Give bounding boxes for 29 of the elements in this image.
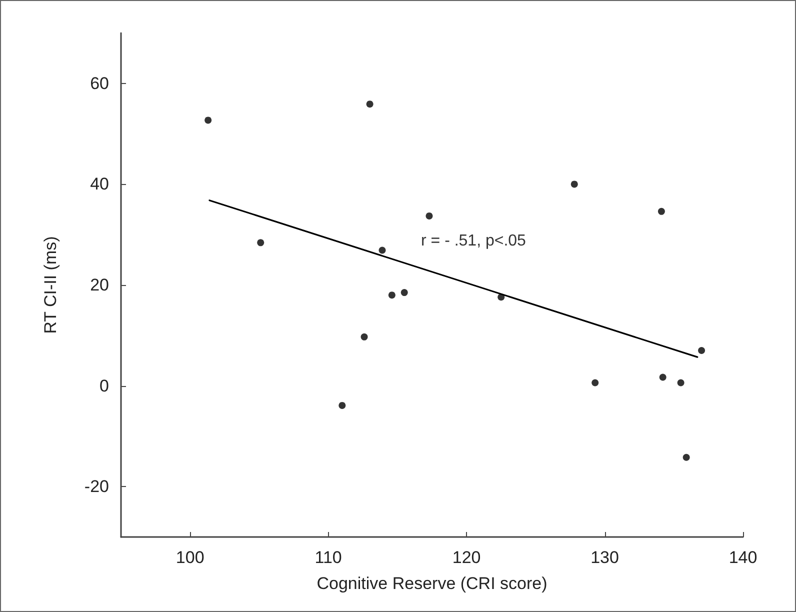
annotation: r = - .51, p<.05 — [421, 232, 526, 250]
x-tick-label: 100 — [176, 548, 204, 567]
y-tick-label: 0 — [100, 376, 109, 396]
point — [366, 100, 374, 108]
point — [658, 208, 665, 215]
point — [400, 289, 408, 296]
point — [659, 374, 666, 381]
point — [677, 379, 684, 386]
point — [682, 454, 690, 461]
y-tick-label: 40 — [90, 174, 109, 194]
y-tick-label: 60 — [90, 74, 109, 93]
x-tick-label: 110 — [314, 548, 342, 567]
point — [378, 246, 386, 254]
point — [570, 180, 578, 188]
y-axis-title: RT CI-II (ms) — [41, 236, 60, 334]
x-axis-title: Cognitive Reserve (CRI score) — [316, 574, 548, 593]
x-tick-label: 140 — [728, 548, 758, 567]
y-tick-label: -20 — [84, 477, 109, 496]
point — [388, 292, 396, 299]
point — [204, 116, 212, 124]
point — [426, 212, 433, 220]
x-tick-label: 130 — [590, 548, 619, 567]
point — [592, 379, 599, 386]
y-tick-label: 20 — [90, 276, 109, 294]
point — [698, 347, 706, 354]
point — [338, 402, 346, 409]
point — [257, 239, 264, 246]
x-tick-label: 120 — [452, 548, 481, 567]
point — [360, 333, 368, 340]
